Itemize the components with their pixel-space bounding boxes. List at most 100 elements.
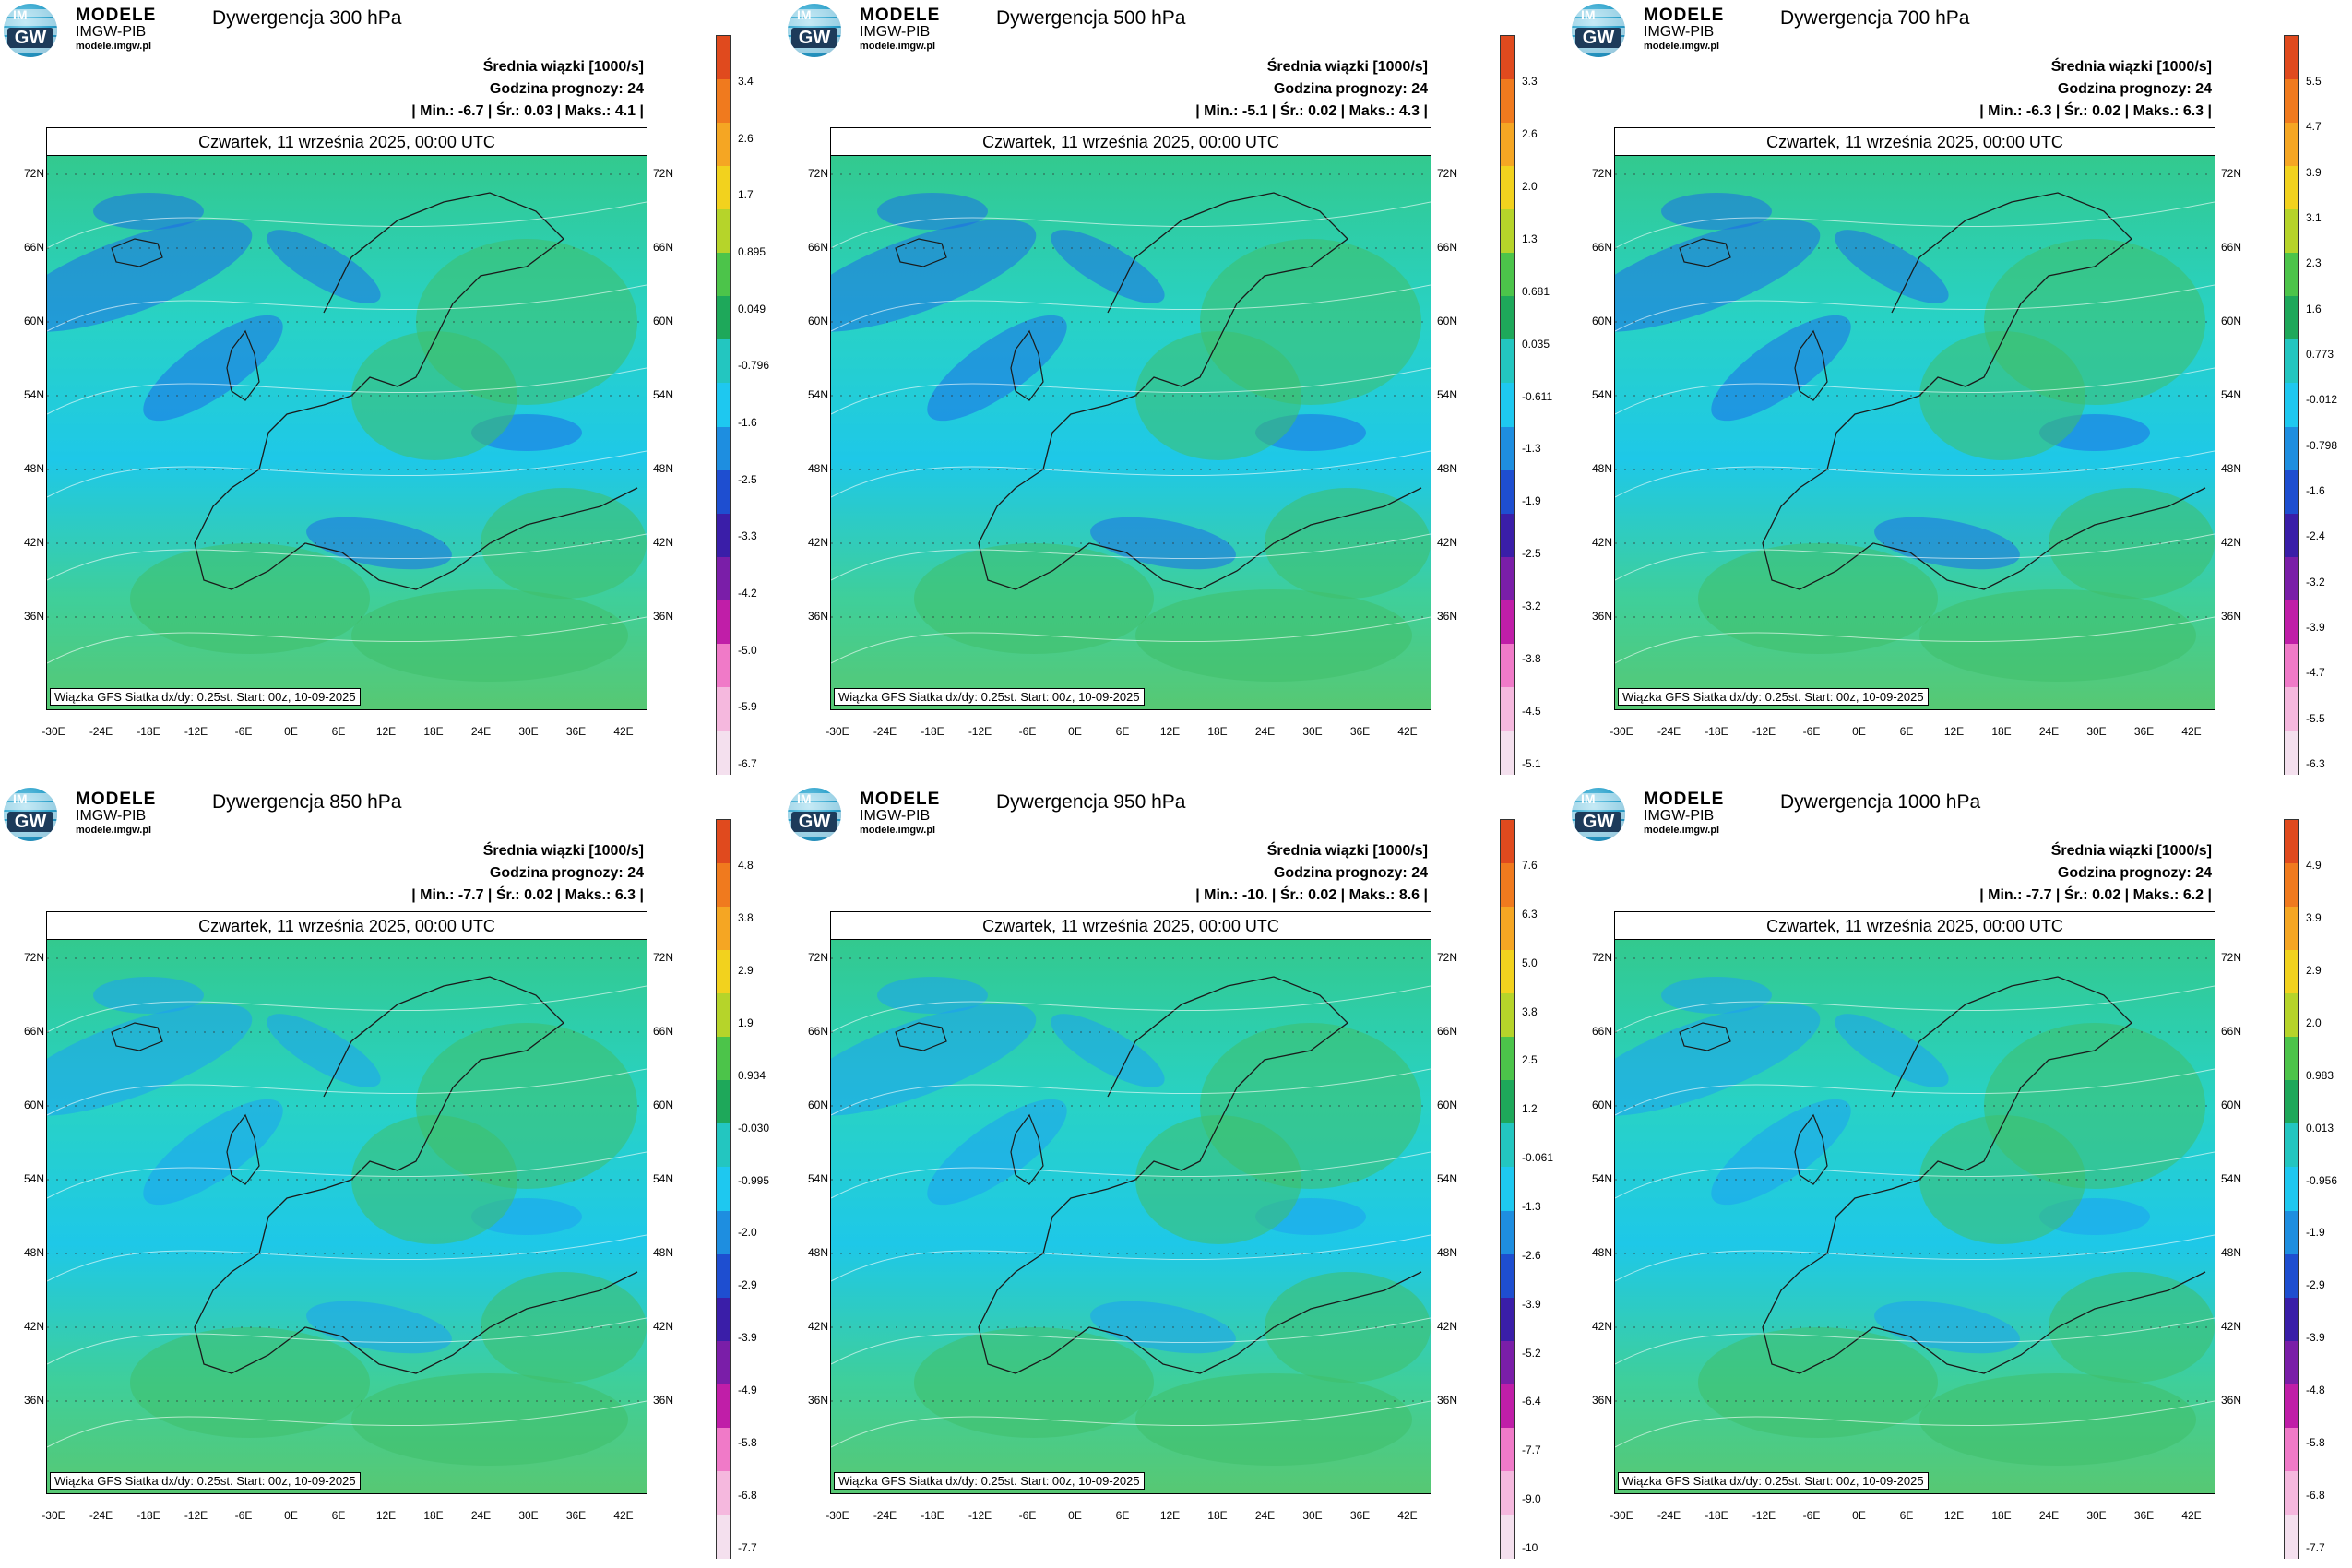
colorbar-tick-label: 1.7 xyxy=(738,188,754,202)
divergence-blob xyxy=(1711,1099,1851,1206)
logo-text-imgw: IMGW-PIB xyxy=(860,24,931,40)
colorbar-tick-label: 5.5 xyxy=(2306,75,2322,88)
map-area[interactable] xyxy=(830,155,1431,710)
map-area[interactable] xyxy=(46,939,647,1494)
logo-wave xyxy=(4,46,57,53)
colorbar-tick-label: 3.9 xyxy=(2306,165,2322,179)
logo-badge-top: IM xyxy=(13,791,28,806)
logo-text-url: modele.imgw.pl xyxy=(76,41,152,52)
colorbar-segment xyxy=(1501,1058,1514,1082)
colorbar-segment xyxy=(1501,841,1514,865)
colorbar-segment xyxy=(1501,361,1514,385)
forecast-hour: Godzina prognozy: 24 xyxy=(489,865,644,881)
lat-label-left: 60N xyxy=(807,1099,828,1111)
colorbar-segment xyxy=(2285,1253,2298,1277)
colorbar-tick-label: -3.8 xyxy=(1522,652,1541,666)
logo-wave xyxy=(4,830,57,837)
isoline xyxy=(1615,985,2215,1033)
lat-label-left: 72N xyxy=(1591,951,1612,964)
uk-outline xyxy=(1010,1113,1044,1185)
logo-text-imgw: IMGW-PIB xyxy=(76,808,147,824)
colorbar-segment xyxy=(2285,448,2298,471)
colorbar-tick-label: -3.9 xyxy=(738,1331,757,1345)
divergence-blob xyxy=(1615,220,1821,332)
logo-wave xyxy=(4,793,57,801)
logo-text-modele: MODELE xyxy=(1644,6,1725,25)
divergence-blob xyxy=(1661,193,1772,230)
colorbar-segment xyxy=(2285,513,2298,537)
colorbar-segment xyxy=(1501,448,1514,471)
lon-label: -6E xyxy=(1802,1509,1821,1522)
map-area[interactable] xyxy=(1614,939,2215,1494)
colorbar-segment xyxy=(1501,578,1514,601)
colorbar-tick-label: 6.3 xyxy=(1522,907,1538,921)
map-svg xyxy=(1615,173,2215,682)
logo-text-modele: MODELE xyxy=(76,6,157,25)
colorbar-segment xyxy=(2285,841,2298,865)
logo-text-url: modele.imgw.pl xyxy=(1644,41,1720,52)
colorbar xyxy=(1500,35,1515,775)
colorbar-segment xyxy=(2285,231,2298,255)
imgw-logo: IM GW MODELE IMGW-PIB modele.imgw.pl xyxy=(788,788,963,841)
lon-label: 0E xyxy=(1068,725,1082,738)
colorbar-segment xyxy=(717,209,730,232)
colorbar-segment xyxy=(2285,1015,2298,1039)
imgw-logo: IM GW MODELE IMGW-PIB modele.imgw.pl xyxy=(1572,788,1747,841)
map-area[interactable] xyxy=(46,155,647,710)
colorbar-segment xyxy=(1501,492,1514,515)
divergence-blob xyxy=(1661,977,1772,1014)
chart-title: Dywergencja 1000 hPa xyxy=(1780,791,1981,813)
chart-panel: IM GW MODELE IMGW-PIB modele.imgw.pl Dywergen… xyxy=(1568,784,2352,1568)
colorbar-tick-label: -1.6 xyxy=(2306,484,2325,497)
logo-badge-bottom: GW xyxy=(1575,812,1621,832)
colorbar xyxy=(716,35,731,775)
lon-label: 0E xyxy=(1852,1509,1866,1522)
colorbar-segment xyxy=(2285,1297,2298,1321)
colorbar-segment xyxy=(717,885,730,909)
colorbar-segment xyxy=(717,1340,730,1364)
colorbar-tick-label: -2.9 xyxy=(738,1278,757,1292)
lat-label-left: 66N xyxy=(1591,1025,1612,1038)
model-footer: Wiązka GFS Siatka dx/dy: 0.25st. Start: … xyxy=(834,1472,1145,1490)
colorbar-segment xyxy=(717,1319,730,1342)
land-patch xyxy=(130,543,370,654)
chart-title: Dywergencja 300 hPa xyxy=(212,7,402,29)
logo-badge-bottom: GW xyxy=(7,28,53,48)
lat-label-right: 42N xyxy=(653,536,674,549)
colorbar-segment xyxy=(2285,187,2298,211)
isoline xyxy=(1615,1234,2215,1282)
logo-globe-icon: IM GW xyxy=(788,4,841,57)
isoline xyxy=(47,1234,647,1282)
lon-label: 42E xyxy=(1397,725,1418,738)
lat-label-right: 54N xyxy=(653,1172,674,1185)
map-svg xyxy=(1615,957,2215,1466)
colorbar-segment xyxy=(717,1514,730,1538)
lat-label-left: 60N xyxy=(1591,1099,1612,1111)
iceland-outline xyxy=(111,238,163,267)
lon-label: -18E xyxy=(1705,725,1728,738)
lat-label-left: 60N xyxy=(807,315,828,327)
colorbar-segment xyxy=(2285,274,2298,298)
colorbar-segment xyxy=(1501,1427,1514,1451)
map-area[interactable] xyxy=(830,939,1431,1494)
isoline xyxy=(831,1151,1431,1199)
lat-label-left: 36N xyxy=(23,1394,44,1407)
colorbar-segment xyxy=(2285,57,2298,81)
colorbar-tick-label: -0.995 xyxy=(738,1173,770,1187)
colorbar-segment xyxy=(2285,1276,2298,1299)
lat-label-left: 36N xyxy=(1591,1394,1612,1407)
chart-subtitle: Średnia wiązki [1000/s] xyxy=(482,843,644,859)
colorbar-segment xyxy=(717,361,730,385)
map-area[interactable] xyxy=(1614,155,2215,710)
colorbar-tick-label: -6.8 xyxy=(2306,1489,2325,1503)
logo-globe-icon: IM GW xyxy=(788,788,841,841)
colorbar-segment xyxy=(1501,209,1514,232)
lon-label: 42E xyxy=(613,725,634,738)
colorbar-segment xyxy=(1501,885,1514,909)
logo-text-modele: MODELE xyxy=(76,790,157,809)
colorbar-segment xyxy=(2285,1319,2298,1342)
colorbar-segment xyxy=(2285,1058,2298,1082)
lat-label-left: 72N xyxy=(23,167,44,180)
colorbar-segment xyxy=(1501,274,1514,298)
logo-badge-top: IM xyxy=(797,791,812,806)
